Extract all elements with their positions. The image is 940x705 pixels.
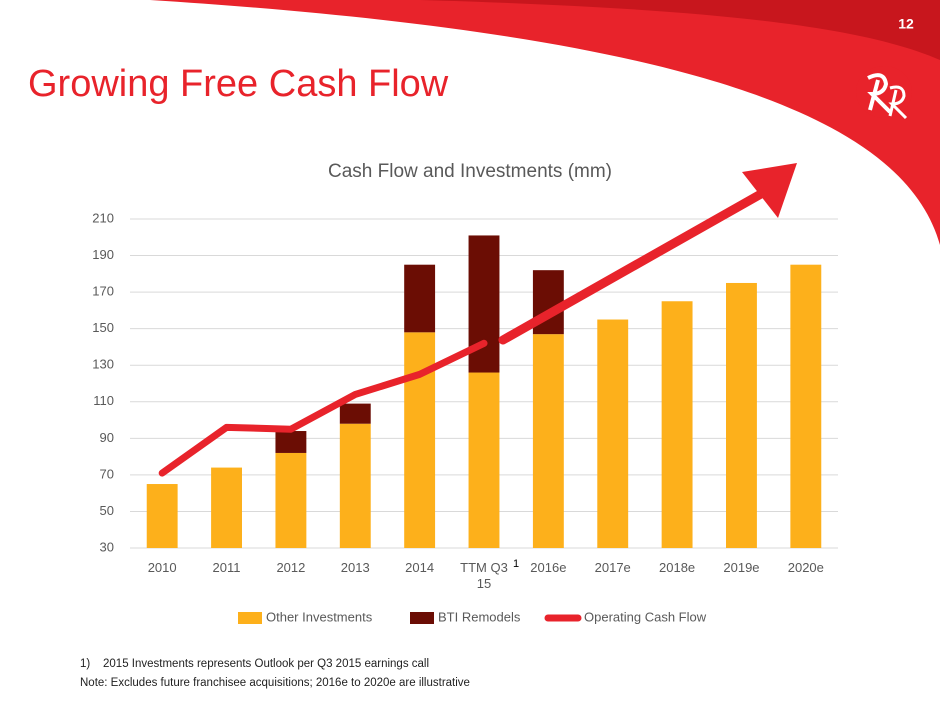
bar-segment (661, 301, 693, 548)
x-tick-label: TTM Q3 15 (460, 560, 508, 591)
x-tick-label: 2011 (212, 560, 241, 575)
plot: 30 50 70 90 110 130 150 170 190 210 (92, 210, 838, 554)
bar-segment (275, 431, 307, 453)
y-tick-label: 170 (92, 284, 114, 299)
bar-segment (532, 334, 564, 548)
bar-segment (211, 467, 242, 548)
legend-label: Other Investments (266, 609, 373, 624)
x-tick-label: 2012 (276, 560, 306, 575)
x-tick-label: 2020e (787, 560, 824, 575)
logo (856, 66, 912, 120)
swoosh (150, 0, 940, 245)
footnote: Note: Excludes future franchisee acquisi… (80, 677, 470, 689)
y-tick-label: 50 (100, 503, 114, 518)
bar-segment (468, 372, 500, 548)
swoosh-shade (420, 0, 940, 60)
x-tick-label: 2014 (405, 560, 435, 575)
bar-segment (790, 264, 822, 548)
legend-swatch (238, 612, 262, 624)
bar-segment (339, 403, 371, 424)
y-tick-label: 90 (100, 430, 114, 445)
bar-segment (404, 264, 436, 333)
x-tick-label: 2010 (147, 560, 177, 575)
x-tick-label: 2013 (340, 560, 370, 575)
legend-label: BTI Remodels (438, 609, 521, 624)
y-tick-label: 30 (100, 539, 114, 554)
annotation: 1 (513, 558, 519, 570)
y-tick-label: 110 (93, 393, 114, 408)
page-number: 12 (898, 16, 914, 32)
bar-segment (339, 423, 371, 548)
growth-arrow (498, 163, 797, 345)
bar-segment (726, 282, 757, 548)
bar-segment (275, 452, 307, 548)
line-series (158, 339, 488, 477)
slide-title: Growing Free Cash Flow (28, 63, 449, 105)
x-tick-label: 2019e (723, 560, 760, 575)
footnote: 1) 2015 Investments represents Outlook p… (80, 658, 430, 670)
x-tick-label: 2018e (659, 560, 696, 575)
y-tick-label: 150 (92, 320, 114, 335)
bar-segment (404, 332, 436, 548)
y-tick-label: 130 (92, 357, 114, 372)
bar-segment (597, 319, 629, 548)
y-tick-label: 190 (92, 247, 114, 262)
legend-swatch (410, 612, 434, 624)
x-tick-label: 2017e (594, 560, 631, 575)
y-tick-label: 210 (92, 210, 114, 225)
y-tick-label: 70 (100, 466, 114, 481)
legend-label: Operating Cash Flow (584, 609, 707, 624)
bar-segment (146, 484, 178, 548)
x-tick-label: 2016e (530, 560, 567, 575)
chart-title: Cash Flow and Investments (mm) (328, 161, 612, 182)
